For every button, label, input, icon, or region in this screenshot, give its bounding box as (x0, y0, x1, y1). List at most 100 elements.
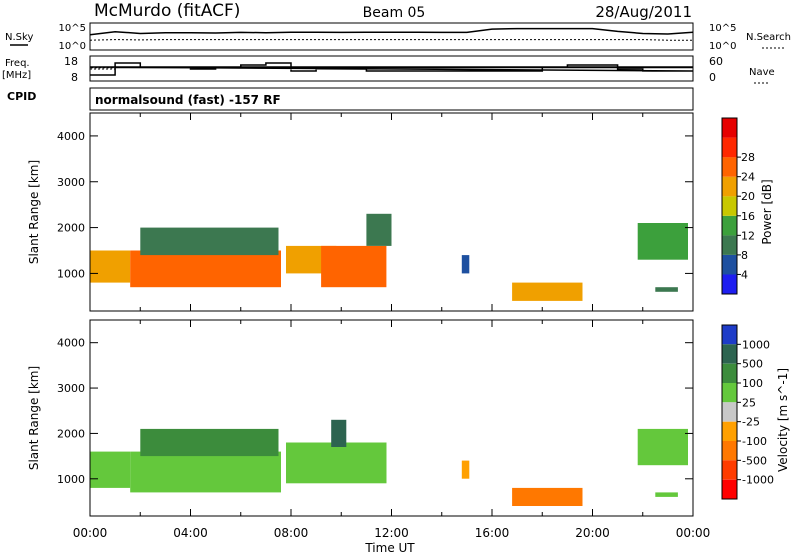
velocity-colorbar-tick-label: 500 (742, 358, 763, 371)
power-colorbar-swatch (722, 157, 737, 177)
station-title: McMurdo (fitACF) (94, 1, 240, 21)
x-tick-label: 20:00 (575, 526, 610, 540)
frequency-traces (89, 62, 694, 76)
freq-label: Freq. (5, 58, 30, 69)
noise-series-1 (89, 39, 693, 41)
velocity-region (331, 419, 347, 447)
velocity-region (461, 460, 470, 479)
velocity-colorbar-swatch (722, 441, 737, 461)
power-colorbar-swatch (722, 118, 737, 138)
power-ytick-label: 4000 (57, 130, 85, 143)
power-colorbar-tick-label: 8 (741, 249, 748, 262)
power-colorbar-swatch (722, 137, 737, 158)
nave-tick-bottom: 0 (709, 71, 716, 84)
velocity-colorbar-swatch (722, 325, 737, 345)
velocity-colorbar-swatch (722, 344, 737, 364)
power-colorbar-swatch (722, 254, 737, 275)
freq-tick-bottom: 8 (71, 71, 78, 84)
velocity-colorbar-frame (721, 324, 738, 500)
mhz-label: [MHz] (2, 70, 31, 81)
power-colorbar-label: Power [dB] (760, 179, 774, 244)
x-tick-label: 00:00 (676, 526, 711, 540)
power-colorbar-tick-label: 24 (741, 171, 755, 184)
velocity-region (90, 451, 131, 488)
power-region (637, 223, 688, 260)
power-region (321, 245, 387, 288)
velocity-colorbar-swatch (722, 421, 737, 441)
power-region (512, 282, 583, 301)
x-tick-label: 16:00 (475, 526, 510, 540)
power-colorbar-tick-label: 12 (741, 229, 755, 242)
velocity-colorbar-tick-label: 25 (742, 396, 756, 409)
velocity-region (130, 451, 281, 493)
cpid-text: normalsound (fast) -157 RF (95, 93, 281, 107)
velocity-colorbar-swatch (722, 383, 737, 403)
velocity-colorbar-label-text: Velocity [m s^-1] (776, 368, 790, 472)
velocity-colorbar-tick-label: 1000 (742, 338, 770, 351)
power-colorbar-frame (721, 117, 738, 295)
velocity-colorbar-tick-label: 100 (742, 377, 763, 390)
power-axis: 1000 2000 3000 4000 (57, 113, 694, 311)
noise-axis-bottom-right: 10^0 (709, 41, 736, 52)
power-colorbar-tick-label: 16 (741, 210, 755, 223)
nsearch-label: N.Search (746, 32, 791, 43)
power-region (461, 255, 470, 274)
velocity-colorbar-swatch (722, 479, 737, 499)
power-colorbar-swatch (722, 196, 737, 216)
noise-traces (89, 27, 694, 41)
power-colorbar-tick-label: 4 (741, 268, 748, 281)
velocity-axis: 1000 2000 3000 4000 (57, 320, 694, 516)
power-cells (90, 213, 688, 301)
noise-axis-bottom-left: 10^0 (59, 41, 86, 52)
velocity-colorbar-tick-label: -500 (742, 454, 767, 467)
velocity-colorbar-swatch (722, 460, 737, 480)
velocity-colorbar-tick-label: -1000 (742, 474, 774, 487)
nave-label: Nave (749, 67, 775, 78)
velocity-region (286, 442, 387, 484)
velocity-ytick-label: 4000 (57, 337, 85, 350)
velocity-region (140, 428, 279, 457)
x-tick-label: 00:00 (73, 526, 108, 540)
velocity-colorbar-swatch (722, 402, 737, 422)
nsky-label: N.Sky (5, 32, 33, 43)
x-axis-label: Time UT (364, 541, 415, 554)
x-tick-label: 12:00 (374, 526, 409, 540)
velocity-colorbar: 1000 500 100 25 -25 -100 -500 -1000 (721, 324, 774, 500)
velocity-colorbar-swatch (722, 363, 737, 383)
noise-series-0 (89, 27, 694, 36)
power-colorbar-tick-label: 28 (741, 151, 755, 164)
x-tick-label: 08:00 (274, 526, 309, 540)
power-colorbar-swatch (722, 176, 737, 197)
velocity-colorbar-label: Velocity [m s^-1] (776, 368, 790, 472)
power-colorbar-swatch (722, 274, 737, 294)
power-region (140, 227, 279, 256)
power-region (655, 287, 678, 292)
date-title: 28/Aug/2011 (595, 3, 692, 21)
power-ytick-label: 3000 (57, 176, 85, 189)
velocity-ytick-label: 3000 (57, 382, 85, 395)
x-tick-label: 04:00 (173, 526, 208, 540)
freq-tick-top: 18 (64, 55, 78, 68)
noise-axis-top-left: 10^5 (59, 23, 86, 34)
power-ytick-label: 1000 (57, 267, 85, 280)
velocity-region (512, 487, 583, 506)
power-colorbar: 4 8 12 16 20 24 28 (721, 117, 755, 295)
velocity-region (655, 492, 678, 497)
noise-axis-top-right: 10^5 (709, 23, 736, 34)
velocity-cells (90, 419, 688, 506)
freq-series-1 (90, 67, 693, 70)
velocity-ytick-label: 1000 (57, 473, 85, 486)
velocity-region (637, 428, 688, 466)
cpid-bar (89, 87, 694, 111)
power-colorbar-tick-label: 20 (741, 190, 755, 203)
velocity-colorbar-tick-label: -25 (742, 416, 760, 429)
freq-series-0 (89, 62, 694, 76)
noise-panel (89, 22, 694, 51)
power-colorbar-swatch (722, 235, 737, 255)
velocity-ylabel: Slant Range [km] (27, 366, 41, 470)
power-region (130, 250, 281, 288)
power-region (366, 213, 392, 246)
velocity-ytick-label: 2000 (57, 427, 85, 440)
power-region (90, 250, 131, 283)
velocity-colorbar-tick-label: -100 (742, 435, 767, 448)
